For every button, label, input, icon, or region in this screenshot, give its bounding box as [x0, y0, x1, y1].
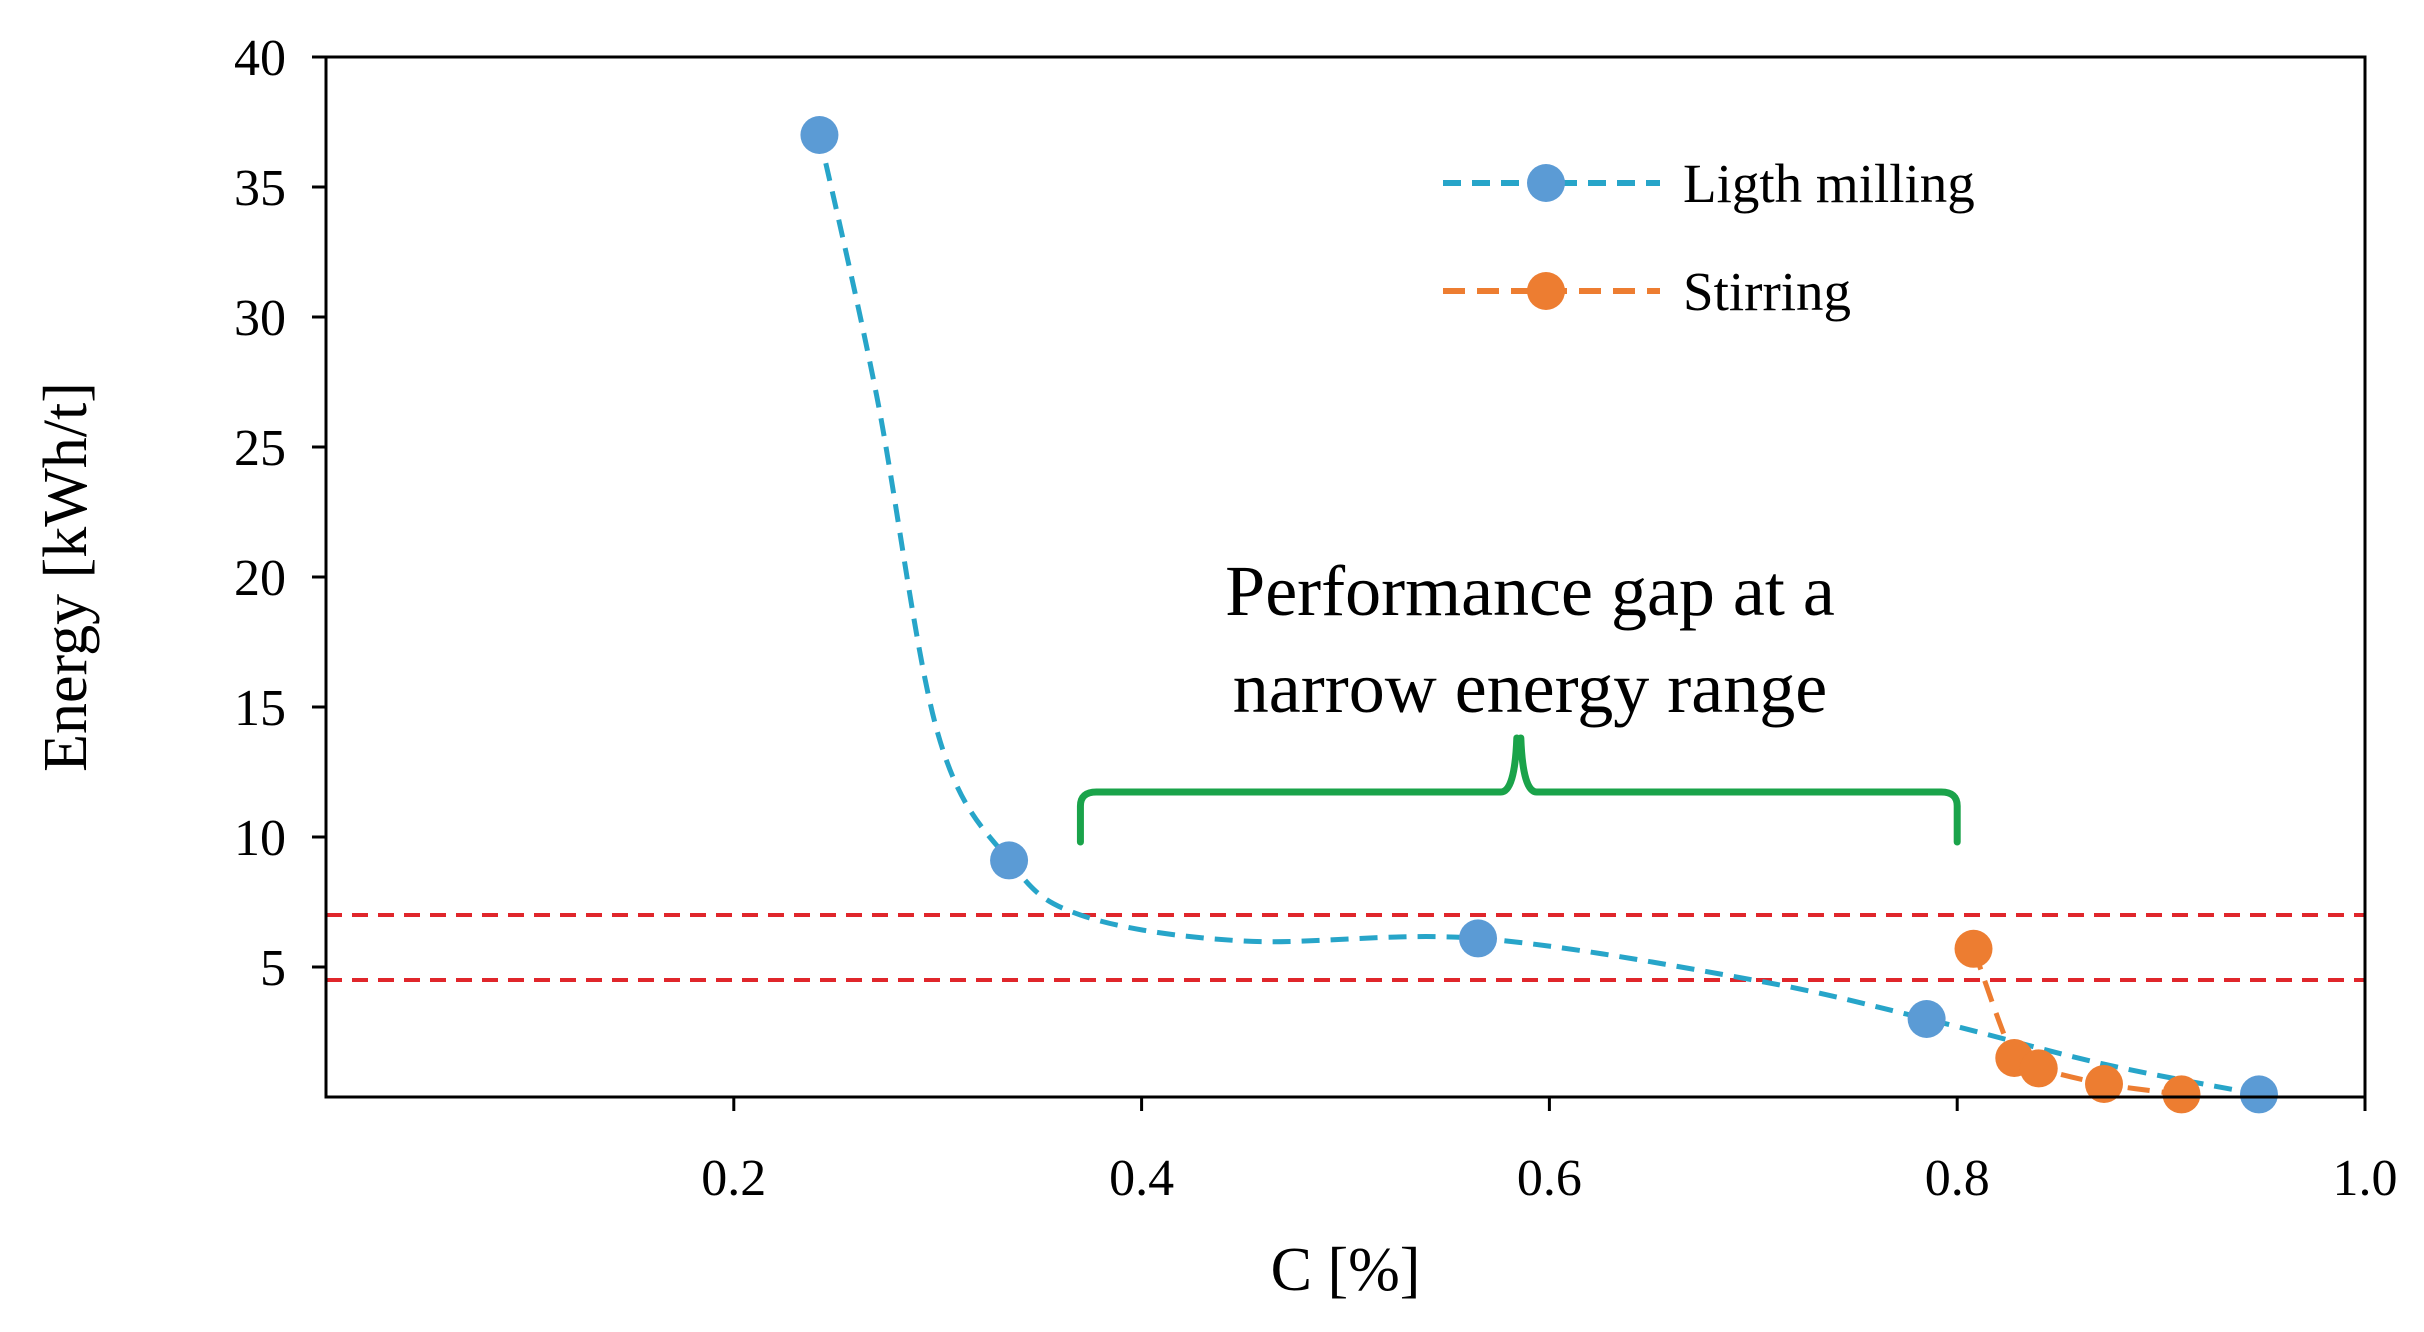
x-tick-label: 1.0	[2333, 1150, 2398, 1207]
y-tick-label: 15	[234, 680, 286, 737]
annotation-bracket	[1076, 734, 1961, 846]
legend-label-ligth-milling: Ligth milling	[1683, 153, 1975, 214]
annotation-line-1: Performance gap at a	[1225, 551, 1835, 631]
data-point-stirring	[2019, 1049, 2058, 1088]
y-tick-label: 35	[234, 160, 286, 217]
legend: Ligth milling Stirring	[1443, 153, 1975, 322]
legend-swatch-marker-stirring	[1527, 272, 1565, 310]
legend-label-stirring: Stirring	[1683, 261, 1851, 322]
x-tick-label: 0.8	[1925, 1150, 1990, 1207]
data-point-stirring	[2162, 1075, 2201, 1114]
legend-item-ligth-milling: Ligth milling	[1443, 153, 1975, 214]
data-point-ligth-milling	[2239, 1075, 2278, 1114]
axis-ticks: 5 10 15 20 25 30 35 40 0.2 0.4 0.6 0.8 1.0	[234, 30, 2398, 1207]
y-tick-label: 10	[234, 810, 286, 867]
reference-lines	[326, 913, 2365, 982]
y-tick-label: 5	[260, 940, 286, 997]
data-point-ligth-milling	[800, 116, 839, 154]
data-point-stirring	[2085, 1065, 2124, 1103]
y-tick-label: 25	[234, 420, 286, 477]
y-axis-title: Energy [kWh/t]	[32, 382, 100, 772]
series-line-ligth-milling	[816, 134, 2260, 1097]
legend-item-stirring: Stirring	[1443, 261, 1851, 322]
data-point-ligth-milling	[1459, 919, 1498, 958]
legend-swatch-marker-ligth-milling	[1527, 164, 1565, 202]
annotation: Performance gap at a narrow energy range	[1076, 551, 1961, 846]
annotation-line-2: narrow energy range	[1233, 648, 1827, 728]
data-point-ligth-milling	[1907, 1000, 1946, 1038]
data-point-ligth-milling	[990, 841, 1029, 880]
series-points	[800, 116, 2278, 1114]
data-point-stirring	[1954, 929, 1993, 968]
x-tick-label: 0.6	[1517, 1150, 1582, 1207]
y-tick-label: 40	[234, 30, 286, 87]
x-tick-label: 0.2	[701, 1150, 766, 1207]
x-tick-label: 0.4	[1109, 1150, 1174, 1207]
x-axis-title: C [%]	[1271, 1236, 1421, 1304]
y-tick-label: 20	[234, 550, 286, 607]
y-tick-label: 30	[234, 290, 286, 347]
